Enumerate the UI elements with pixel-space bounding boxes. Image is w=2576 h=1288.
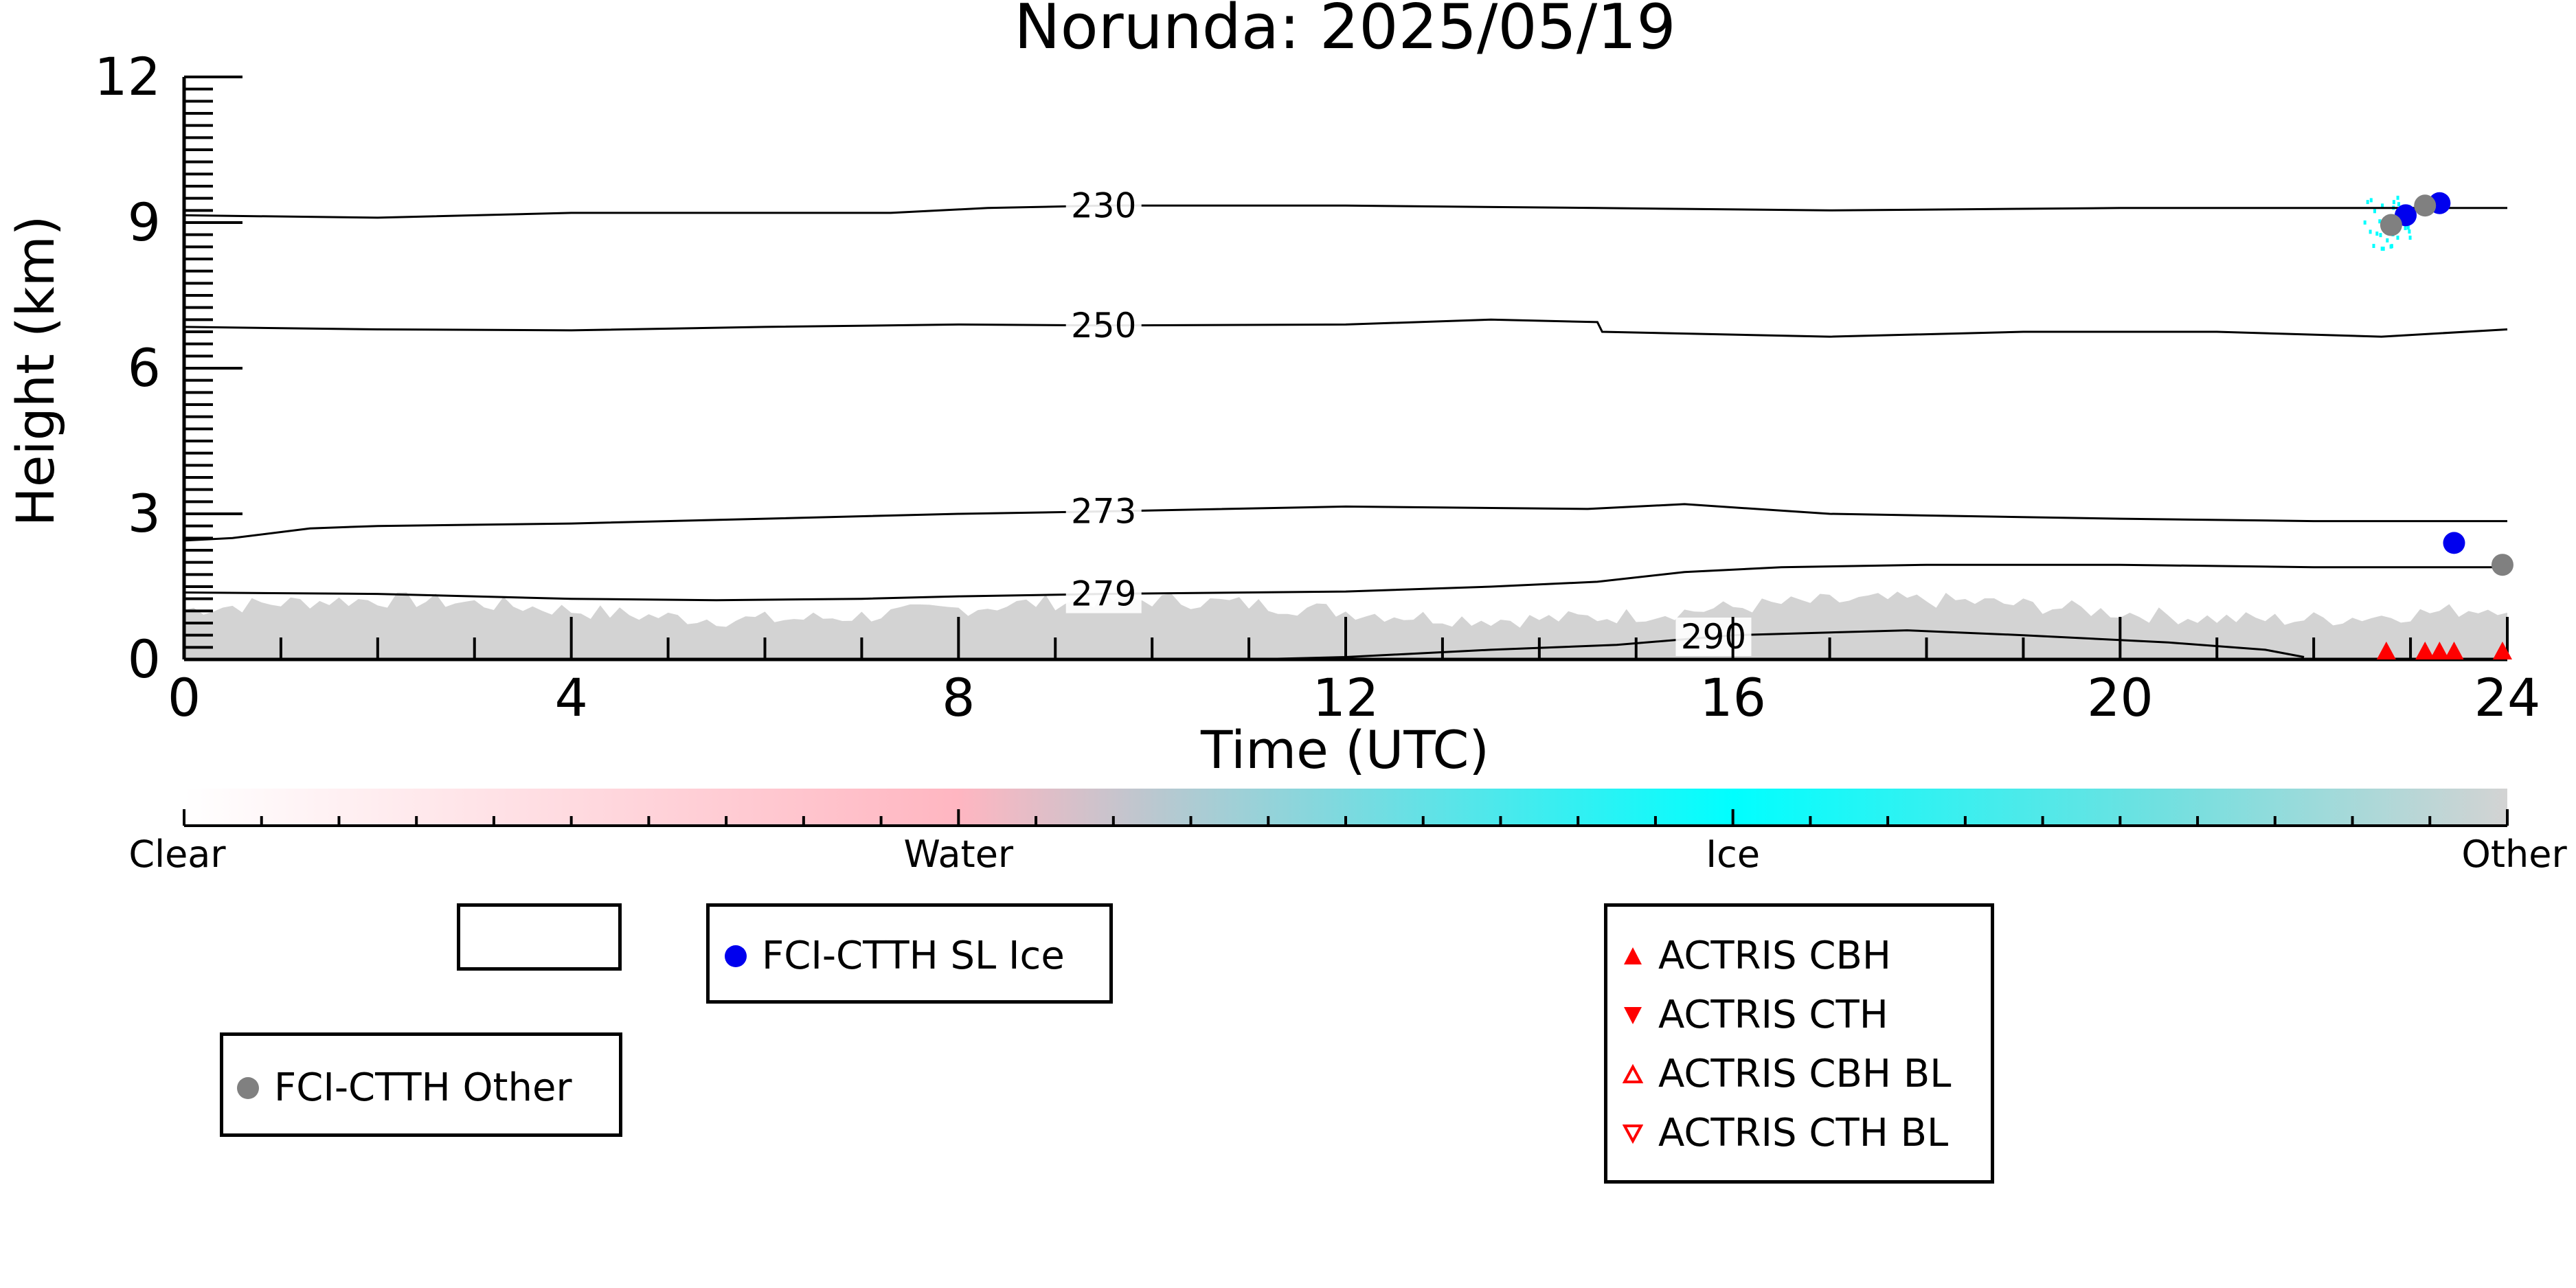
legend-label-cbh-bl: ACTRIS CBH BL bbox=[1658, 1052, 1952, 1096]
colorbar: Clear Water Ice Other bbox=[128, 789, 2567, 876]
legend-fci-other: FCI-CTTH Other bbox=[220, 1032, 622, 1137]
ice-pixel bbox=[2375, 231, 2379, 236]
ice-pixel bbox=[2381, 203, 2384, 208]
colorbar-label-other: Other bbox=[2461, 833, 2567, 876]
y-tick-label: 3 bbox=[128, 483, 161, 544]
legend-actris: ACTRIS CBH ACTRIS CTH ACTRIS CBH BL ACTR… bbox=[1604, 903, 1994, 1184]
y-tick-label: 6 bbox=[128, 337, 161, 398]
ice-pixel bbox=[2406, 225, 2410, 230]
legend-fci-ice: FCI-CTTH SL Ice bbox=[706, 903, 1113, 1004]
isotherm-line-250 bbox=[183, 318, 2508, 338]
colorbar-label-ice: Ice bbox=[1706, 833, 1760, 876]
isotherm-label-290: 290 bbox=[1681, 617, 1746, 657]
legend-item-other: FCI-CTTH Other bbox=[237, 1069, 572, 1107]
data-point-fci-ctth-sl-ice bbox=[2443, 532, 2465, 554]
legend-label-other: FCI-CTTH Other bbox=[274, 1065, 572, 1110]
ice-pixel bbox=[2386, 238, 2389, 242]
plot-area: 230 250 273 279 290 0 3 6 9 12 0 4 8 12 16 20 24 bbox=[94, 46, 2540, 728]
ice-pixel bbox=[2408, 236, 2412, 240]
legend-label-cth: ACTRIS CTH bbox=[1658, 993, 1888, 1037]
open-triangle-down-icon bbox=[1623, 1125, 1643, 1144]
y-axis-label: Height (km) bbox=[5, 216, 66, 527]
x-tick-label: 8 bbox=[942, 667, 975, 728]
legend-empty-box bbox=[457, 903, 622, 971]
filled-triangle-up-icon bbox=[1624, 947, 1642, 964]
ice-pixel bbox=[2396, 236, 2399, 240]
isotherm-line-230 bbox=[183, 204, 2507, 219]
colorbar-label-clear: Clear bbox=[128, 833, 226, 876]
data-point-actris-cbh bbox=[2376, 642, 2396, 659]
ice-pixel bbox=[2380, 247, 2384, 251]
x-axis-label: Time (UTC) bbox=[1200, 719, 1489, 780]
data-point-actris-cbh bbox=[2444, 642, 2464, 659]
legend-item-cth-bl: ACTRIS CTH BL bbox=[1623, 1114, 1948, 1153]
open-triangle-up-icon bbox=[1623, 1064, 1643, 1083]
ice-pixel bbox=[2373, 209, 2376, 214]
data-point-fci-ctth-other bbox=[2380, 214, 2402, 236]
ice-pixel bbox=[2389, 244, 2393, 249]
colorbar-label-water: Water bbox=[904, 833, 1014, 876]
data-point-actris-cbh bbox=[2492, 642, 2512, 659]
legend-item-cbh-bl: ACTRIS CBH BL bbox=[1623, 1055, 1951, 1094]
ice-pixel bbox=[2404, 226, 2407, 230]
y-tick-label: 9 bbox=[128, 192, 161, 253]
y-tick-label: 12 bbox=[94, 46, 161, 107]
x-tick-label: 12 bbox=[1313, 667, 1379, 728]
x-tick-label: 24 bbox=[2474, 667, 2541, 728]
legend-label-cth-bl: ACTRIS CTH BL bbox=[1658, 1111, 1949, 1155]
ice-pixel bbox=[2378, 219, 2382, 224]
x-tick-label: 16 bbox=[1699, 667, 1766, 728]
filled-triangle-down-icon bbox=[1624, 1007, 1642, 1024]
data-point-fci-ctth-other bbox=[2491, 554, 2513, 576]
ice-pixel bbox=[2379, 233, 2382, 238]
isotherm-line-279 bbox=[183, 563, 2507, 602]
grey-circle-icon bbox=[237, 1077, 259, 1099]
isotherm-label-250: 250 bbox=[1071, 306, 1136, 346]
data-point-fci-ctth-other bbox=[2414, 194, 2437, 217]
isotherm-label-bg bbox=[1065, 492, 1142, 531]
x-tick-label: 0 bbox=[168, 667, 201, 728]
legend-item-cth: ACTRIS CTH bbox=[1623, 996, 1888, 1035]
legend-item-cbh: ACTRIS CBH bbox=[1623, 937, 1891, 975]
ice-pixel bbox=[2392, 200, 2395, 205]
x-tick-label: 20 bbox=[2087, 667, 2154, 728]
ice-pixel bbox=[2397, 202, 2400, 207]
ice-pixel bbox=[2369, 229, 2372, 234]
isotherm-line-273 bbox=[183, 503, 2507, 542]
isotherm-label-bg bbox=[1065, 186, 1142, 225]
ice-pixel bbox=[2372, 244, 2375, 248]
legend-item-sl-ice: FCI-CTTH SL Ice bbox=[725, 937, 1065, 975]
y-tick-label: 0 bbox=[128, 629, 161, 690]
blue-circle-icon bbox=[725, 945, 747, 967]
data-point-actris-cbh bbox=[2415, 642, 2435, 659]
isotherm-label-bg bbox=[1675, 618, 1752, 657]
ice-pixel bbox=[2369, 198, 2373, 203]
legend-label-cbh: ACTRIS CBH bbox=[1658, 934, 1892, 978]
isotherm-label-bg bbox=[1065, 574, 1142, 613]
ice-pixel bbox=[2408, 229, 2411, 234]
isotherm-label-279: 279 bbox=[1071, 574, 1136, 614]
x-tick-label: 4 bbox=[554, 667, 587, 728]
isotherm-label-273: 273 bbox=[1071, 491, 1136, 531]
isotherm-label-bg bbox=[1065, 306, 1142, 345]
data-point-actris-cbh bbox=[2430, 642, 2450, 659]
ice-pixel bbox=[2363, 220, 2366, 225]
ice-pixel bbox=[2366, 200, 2369, 205]
isotherm-label-230: 230 bbox=[1071, 185, 1136, 225]
legend-label-sl-ice: FCI-CTTH SL Ice bbox=[762, 934, 1065, 978]
chart-title: Norunda: 2025/05/19 bbox=[1014, 0, 1675, 63]
ice-pixel bbox=[2396, 195, 2399, 200]
